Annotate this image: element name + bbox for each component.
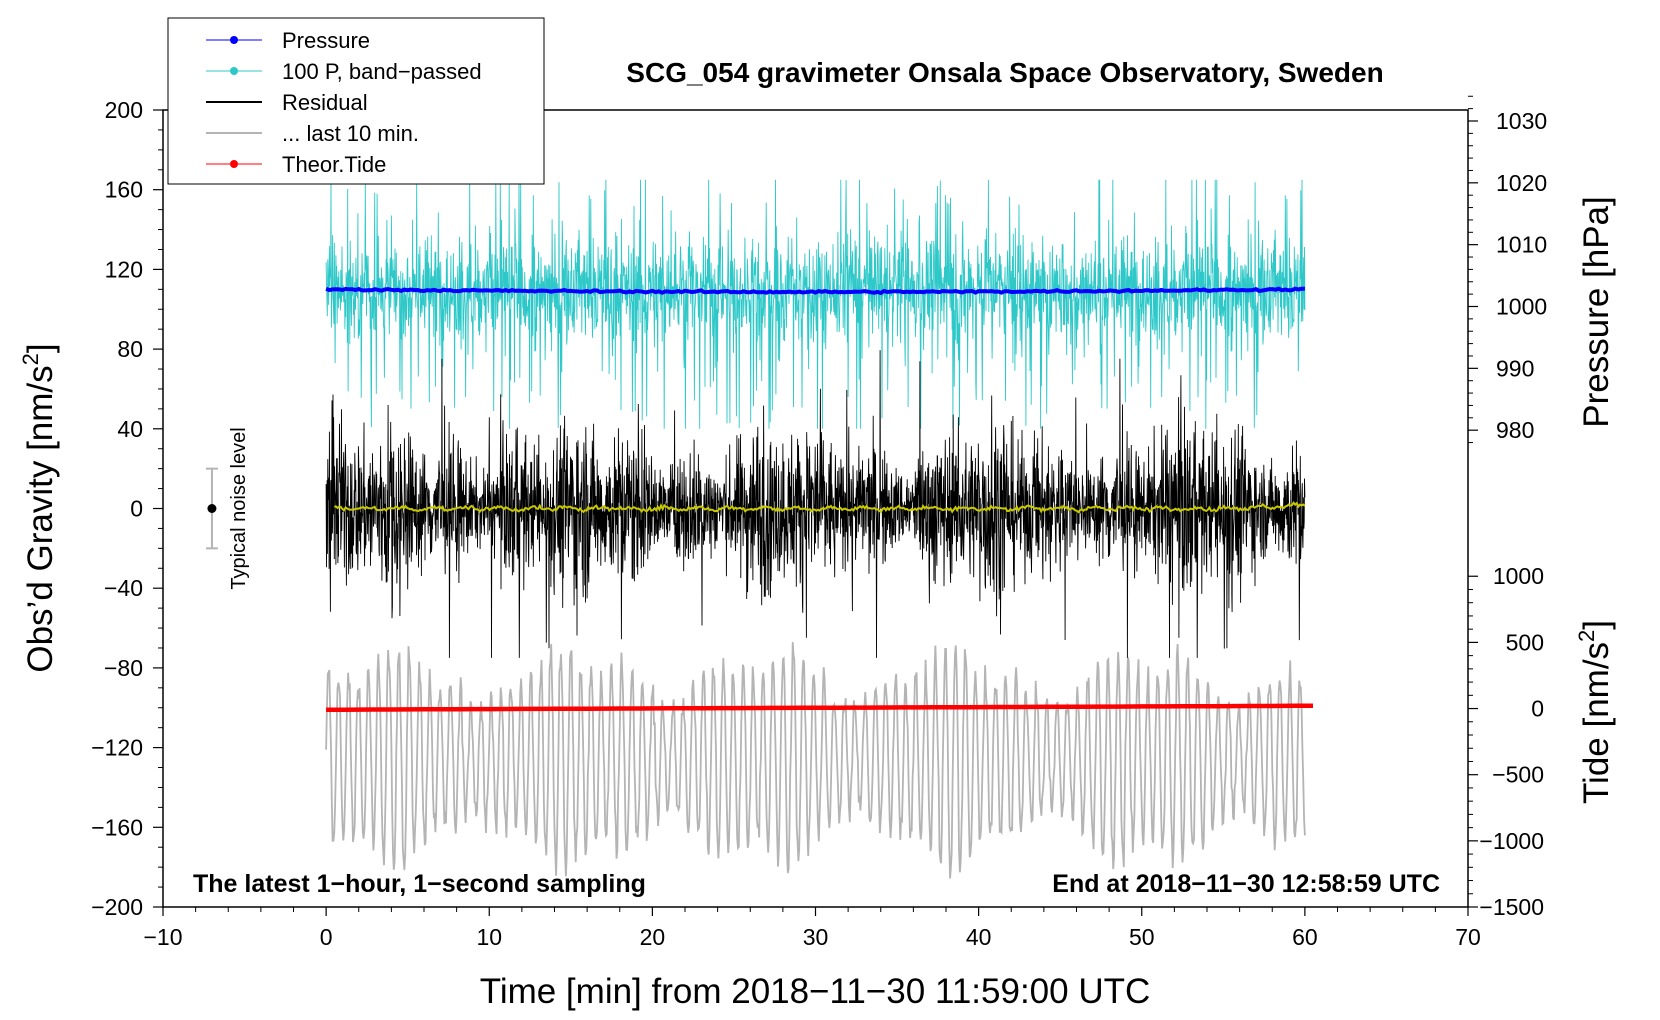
tide-tick-label: 1000 bbox=[1493, 563, 1544, 589]
tide-axis-title-main: Tide [nm/s bbox=[1577, 642, 1616, 804]
legend-entry-theor-tide: Theor.Tide bbox=[206, 152, 386, 177]
pressure-tick-label: 1030 bbox=[1496, 108, 1547, 134]
tide-tick-label: −1000 bbox=[1479, 828, 1544, 854]
x-tick-label: 0 bbox=[320, 924, 333, 950]
y-tick-label: −160 bbox=[91, 814, 143, 840]
y-tick-label: 80 bbox=[117, 336, 143, 362]
pressure-tick-label: 1000 bbox=[1496, 294, 1547, 320]
tide-tick-label: −1500 bbox=[1479, 894, 1544, 920]
tide-axis-title-close: ] bbox=[1577, 620, 1616, 630]
legend-marker-pressure bbox=[230, 36, 238, 44]
y-tick-label: −200 bbox=[91, 894, 143, 920]
y-axis-title-close: ] bbox=[21, 343, 60, 353]
series-residual bbox=[325, 350, 1306, 658]
pressure-tick-label: 990 bbox=[1496, 355, 1534, 381]
y-axis-title-superscript: 2 bbox=[18, 353, 43, 365]
pressure-tick-label: 980 bbox=[1496, 417, 1534, 443]
y-axis-title-main: Obs’d Gravity [nm/s bbox=[21, 365, 60, 672]
y-tick-label: 200 bbox=[105, 97, 143, 123]
y-tick-label: 160 bbox=[105, 177, 143, 203]
end-time-annotation: End at 2018−11−30 12:58:59 UTC bbox=[1052, 870, 1440, 898]
legend-label-band-passed: 100 P, band−passed bbox=[282, 59, 482, 84]
noise-level-indicator: Typical noise level bbox=[205, 427, 250, 590]
legend-marker-theor-tide bbox=[230, 160, 238, 168]
x-tick-label: 60 bbox=[1292, 924, 1318, 950]
y-tick-label: −40 bbox=[104, 575, 143, 601]
x-tick-label: 30 bbox=[803, 924, 829, 950]
y-tick-label: 120 bbox=[105, 256, 143, 282]
legend-entry-pressure: Pressure bbox=[206, 28, 370, 53]
legend-label-pressure: Pressure bbox=[282, 28, 370, 53]
x-tick-label: 40 bbox=[966, 924, 992, 950]
y-tick-label: −120 bbox=[91, 735, 143, 761]
tide-tick-label: 500 bbox=[1506, 629, 1544, 655]
tide-axis-title-superscript: 2 bbox=[1574, 630, 1599, 642]
x-tick-label: −10 bbox=[143, 924, 182, 950]
x-axis-title: Time [min] from 2018−11−30 11:59:00 UTC bbox=[480, 972, 1151, 1011]
series-pressure bbox=[325, 286, 1305, 296]
x-tick-label: 10 bbox=[476, 924, 502, 950]
noise-level-label: Typical noise level bbox=[228, 427, 250, 589]
pressure-axis-title: Pressure [hPa] bbox=[1577, 196, 1616, 428]
y-tick-label: 40 bbox=[117, 416, 143, 442]
y-tick-label: −80 bbox=[104, 655, 143, 681]
legend-entry-residual: Residual bbox=[206, 90, 368, 115]
legend: Pressure 100 P, band−passed Residual ...… bbox=[167, 17, 545, 185]
pressure-tick-label: 1020 bbox=[1496, 170, 1547, 196]
legend-entry-band-passed: 100 P, band−passed bbox=[206, 59, 482, 84]
series-layer bbox=[325, 179, 1313, 879]
sampling-annotation: The latest 1−hour, 1−second sampling bbox=[193, 870, 646, 898]
x-tick-label: 70 bbox=[1455, 924, 1481, 950]
low-pass-residual-line bbox=[334, 501, 1306, 514]
tide-tick-label: 0 bbox=[1531, 696, 1544, 722]
legend-label-theor-tide: Theor.Tide bbox=[282, 152, 386, 177]
y-tick-label: 0 bbox=[130, 496, 143, 522]
legend-label-last-10-min: ... last 10 min. bbox=[282, 121, 419, 146]
y-axis-title: Obs’d Gravity [nm/s2] bbox=[18, 343, 60, 672]
axes-layer: −10 0 10 20 30 40 50 60 7020016012080400−40−80−1… bbox=[91, 95, 1547, 950]
legend-label-residual: Residual bbox=[282, 90, 368, 115]
pressure-tick-label: 1010 bbox=[1496, 232, 1547, 258]
series-last-10-min bbox=[325, 642, 1306, 879]
series-theor-tide bbox=[326, 703, 1313, 712]
noise-level-point bbox=[207, 504, 217, 513]
legend-entry-last-10-min: ... last 10 min. bbox=[206, 121, 419, 146]
x-tick-label: 50 bbox=[1129, 924, 1155, 950]
tide-axis-title: Tide [nm/s2] bbox=[1574, 620, 1616, 804]
series-100-p-band-passed bbox=[325, 179, 1306, 429]
legend-marker-band-passed bbox=[230, 67, 238, 75]
chart-title: SCG_054 gravimeter Onsala Space Observat… bbox=[626, 57, 1383, 88]
tide-tick-label: −500 bbox=[1492, 762, 1544, 788]
x-tick-label: 20 bbox=[640, 924, 666, 950]
